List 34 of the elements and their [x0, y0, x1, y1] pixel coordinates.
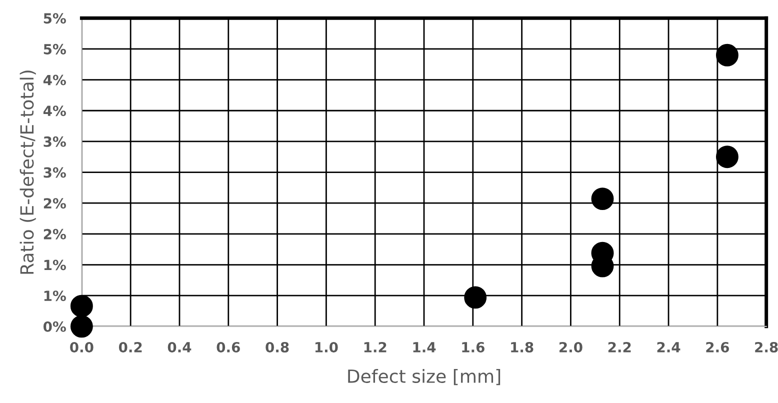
y-tick-label: 5% — [44, 13, 66, 24]
point — [716, 146, 738, 168]
point — [70, 294, 93, 318]
x-tick-label: 0.4 — [168, 342, 192, 352]
x-tick-label: 1.4 — [413, 342, 436, 352]
x-tick-label: 0.2 — [118, 342, 142, 352]
x-tick-label: 1.6 — [462, 342, 484, 352]
x-tick-label: 2.0 — [560, 342, 582, 352]
x-tick-label: 1.0 — [315, 342, 338, 352]
point — [591, 188, 614, 210]
y-axis-title: Ratio (E-defect/E-total) — [20, 70, 36, 274]
point — [464, 286, 487, 309]
y-tick-label: 2% — [44, 228, 66, 240]
y-tick-label: 3% — [44, 136, 66, 147]
point — [716, 44, 738, 66]
x-tick-label: 2.6 — [706, 342, 729, 352]
y-tick-label: 4% — [43, 74, 66, 86]
y-tick-label: 0% — [43, 321, 66, 332]
y-tick-label: 4% — [43, 106, 66, 116]
x-tick-label: 2.8 — [755, 342, 778, 352]
y-tick-label: 1% — [44, 290, 66, 302]
y-tick-label: 1% — [44, 260, 66, 270]
x-tick-label: 0.6 — [216, 342, 240, 352]
x-tick-label: 0.0 — [70, 342, 94, 352]
y-tick-label: 5% — [44, 44, 66, 54]
x-axis-title: Defect size [mm] — [348, 369, 500, 386]
x-tick-label: 0.8 — [266, 342, 289, 352]
x-tick-label: 1.8 — [511, 342, 534, 352]
y-tick-label: 2% — [44, 198, 66, 209]
point — [70, 315, 93, 338]
x-tick-label: 1.2 — [364, 342, 386, 352]
y-tick-label: 3% — [44, 167, 66, 178]
x-tick-label: 2.4 — [657, 342, 680, 352]
x-tick-label: 2.2 — [608, 342, 631, 352]
